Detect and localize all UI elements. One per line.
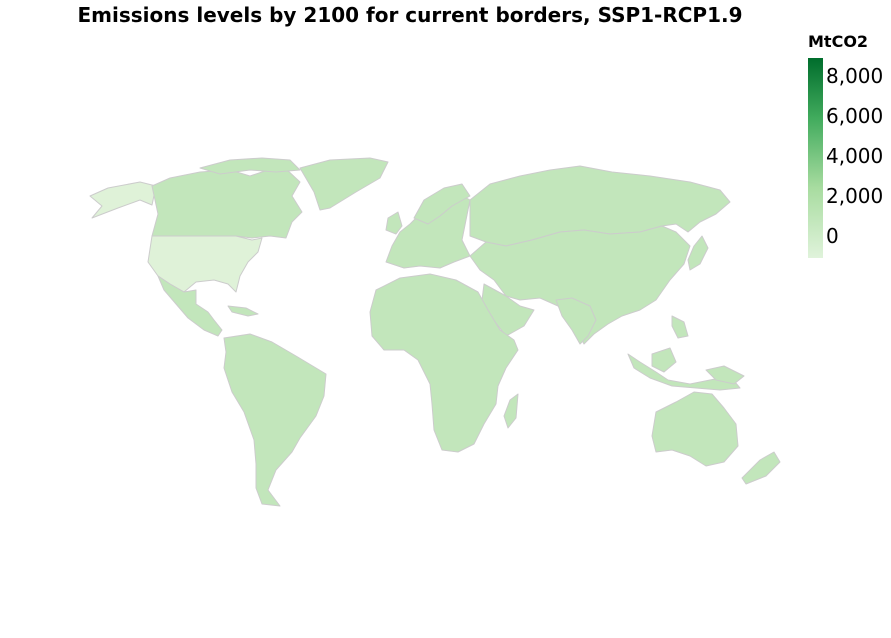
region-europe[interactable]	[385, 189, 471, 269]
legend-tick-2000: 2,000	[826, 184, 884, 208]
legend-tick-0: 0	[826, 224, 839, 248]
region-asia[interactable]	[469, 225, 691, 345]
region-philippines[interactable]	[671, 315, 689, 339]
region-borneo[interactable]	[651, 347, 677, 373]
region-united-kingdom[interactable]	[385, 211, 403, 235]
legend-color-bar	[808, 58, 823, 258]
map-title: Emissions levels by 2100 for current bor…	[77, 3, 743, 27]
region-caribbean[interactable]	[227, 305, 259, 317]
legend-title: MtCO2	[808, 32, 869, 51]
region-greenland[interactable]	[299, 157, 389, 211]
region-alaska[interactable]	[89, 181, 157, 219]
region-canada[interactable]	[151, 167, 303, 239]
region-africa[interactable]	[369, 273, 519, 453]
region-scandinavia[interactable]	[413, 183, 471, 225]
region-australia[interactable]	[651, 391, 739, 467]
region-india[interactable]	[555, 297, 597, 345]
legend-tick-6000: 6,000	[826, 104, 884, 128]
region-south-america[interactable]	[223, 333, 327, 507]
region-canadian-arctic[interactable]	[199, 157, 301, 175]
legend-tick-8000: 8,000	[826, 64, 884, 88]
region-mexico[interactable]	[157, 275, 223, 337]
region-madagascar[interactable]	[503, 393, 519, 429]
region-new-zealand[interactable]	[741, 451, 781, 485]
region-new-guinea[interactable]	[705, 365, 745, 385]
legend-tick-4000: 4,000	[826, 144, 884, 168]
region-japan[interactable]	[687, 235, 709, 271]
